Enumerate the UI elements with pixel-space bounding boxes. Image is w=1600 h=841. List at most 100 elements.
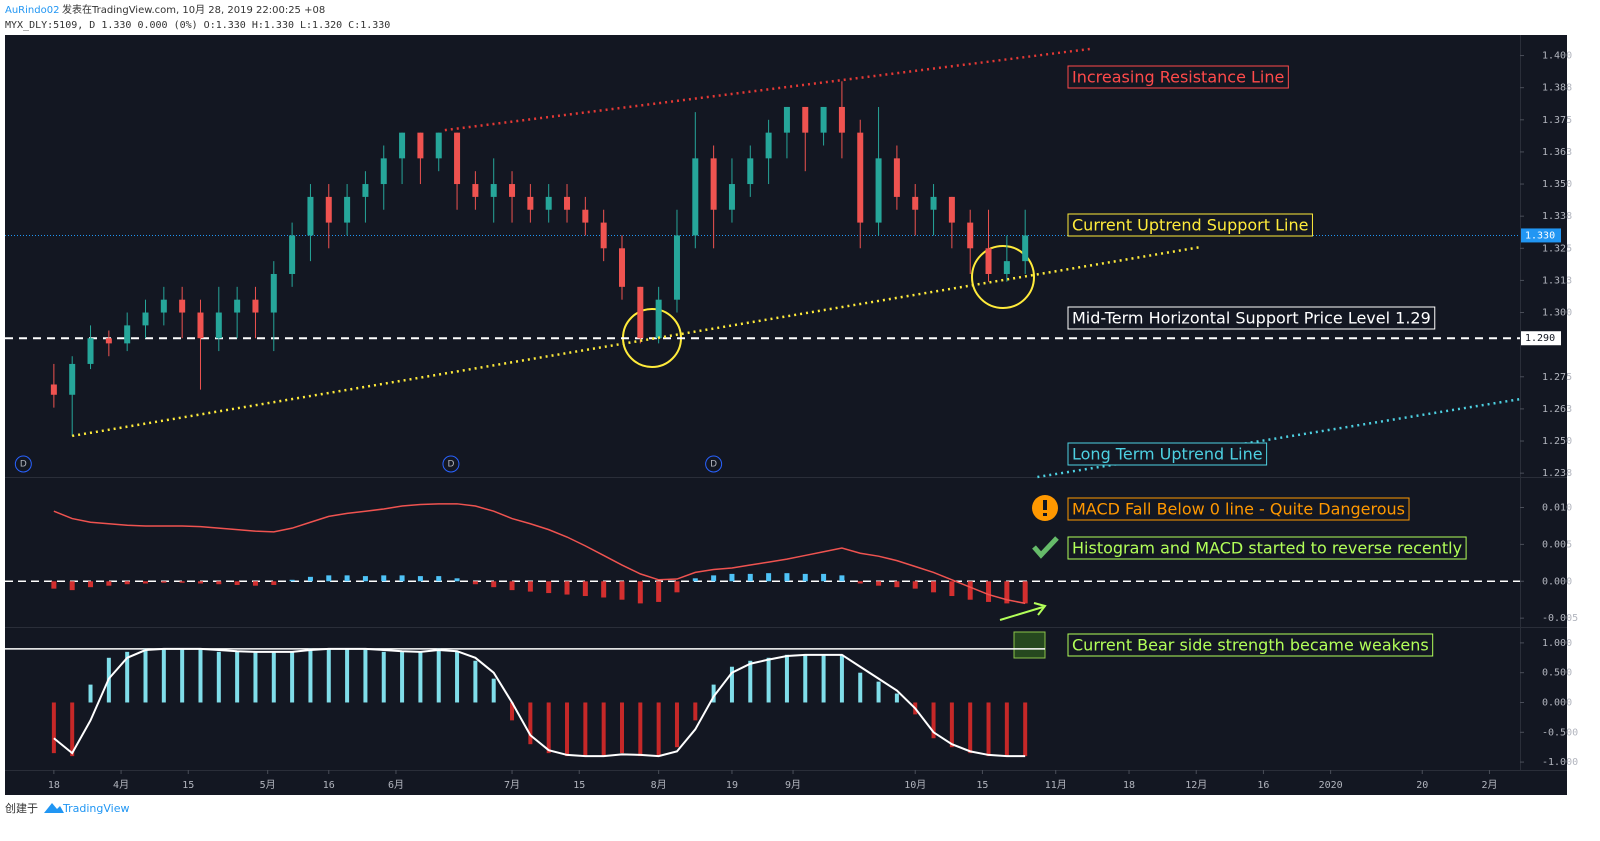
y-tick-label: 1.350 (1542, 179, 1572, 190)
price-badge-label: 1.290 (1525, 333, 1555, 344)
candle-body (1022, 235, 1029, 262)
candle-body (564, 196, 571, 210)
histogram-bar (472, 581, 478, 585)
histogram-bar (711, 684, 716, 703)
histogram-bar (417, 576, 423, 582)
x-tick-label: 18 (1123, 780, 1135, 791)
dividend-label: D (447, 460, 454, 470)
histogram-bar (784, 573, 790, 582)
candle-body (582, 209, 589, 223)
histogram-bar (344, 575, 350, 582)
candle-body (747, 158, 754, 185)
histogram-bar (674, 581, 680, 593)
symbol-line: MYX_DLY:5109, D 1.330 0.000 (0%) O:1.330… (5, 20, 390, 31)
histogram-bar (363, 648, 368, 703)
y-tick-label: 0.500 (1542, 668, 1572, 679)
histogram-bar (143, 648, 148, 703)
candle-body (325, 196, 332, 223)
candle-body (527, 196, 534, 210)
histogram-bar (161, 648, 166, 703)
histogram-bar (527, 581, 533, 592)
histogram-bar (1004, 702, 1009, 757)
histogram-bar (876, 581, 882, 586)
candle-body (454, 132, 461, 185)
candle-body (270, 273, 277, 313)
y-tick-label: 1.000 (1542, 638, 1572, 649)
histogram-bar (839, 654, 844, 703)
footer-brand: TradingView (62, 802, 129, 815)
annotation-text: Current Uptrend Support Line (1072, 216, 1308, 235)
histogram-bar (88, 684, 93, 703)
histogram-bar (234, 581, 240, 585)
histogram-bar (51, 702, 56, 754)
histogram-bar (693, 702, 698, 721)
x-tick-label: 15 (976, 780, 988, 791)
candle-body (252, 299, 259, 313)
histogram-bar (161, 581, 167, 583)
histogram-bar (381, 651, 386, 703)
candle-body (234, 299, 241, 313)
histogram-bar (949, 581, 955, 597)
y-tick-label: 1.388 (1542, 83, 1572, 94)
histogram-bar (326, 648, 331, 703)
warning-icon-bar (1043, 500, 1047, 510)
histogram-bar (88, 581, 94, 588)
candle-body (930, 196, 937, 210)
histogram-bar (894, 581, 900, 588)
histogram-bar (692, 578, 698, 582)
x-tick-label: 15 (573, 780, 585, 791)
histogram-bar (198, 648, 203, 703)
dividend-marker (14, 455, 32, 473)
histogram-bar (729, 573, 735, 582)
dividend-label: D (20, 460, 27, 470)
trendline (444, 47, 1093, 132)
y-tick-label: 1.363 (1542, 147, 1572, 158)
y-tick-label: 1.263 (1542, 404, 1572, 415)
histogram-bar (454, 578, 460, 582)
histogram-bar (473, 660, 478, 703)
histogram-bar (381, 575, 387, 582)
candle-body (380, 158, 387, 185)
candle-body (124, 325, 131, 344)
tradingview-logo (44, 803, 64, 813)
trendline (71, 245, 1203, 438)
candle-body (618, 248, 625, 287)
candle-body (344, 196, 351, 223)
histogram-bar (436, 648, 441, 703)
histogram-bar (747, 573, 753, 582)
histogram-bar (564, 581, 570, 595)
histogram-bar (729, 666, 734, 703)
x-tick-label: 4月 (113, 779, 129, 791)
histogram-bar (619, 702, 624, 754)
annotation-box (1067, 65, 1289, 89)
annotation-box (1067, 213, 1313, 237)
histogram-bar (510, 702, 515, 721)
y-tick-label: 1.400 (1542, 51, 1572, 62)
candle-body (710, 158, 717, 210)
y-tick-label: 0.005 (1542, 539, 1572, 550)
candle-body (838, 106, 845, 133)
y-tick-label: 1.250 (1542, 436, 1572, 447)
y-tick-label: 0.010 (1542, 503, 1572, 514)
annotation-text: Long Term Uptrend Line (1072, 445, 1263, 464)
indicator-line (53, 503, 1026, 605)
histogram-bar (766, 657, 771, 703)
x-tick-label: 2020 (1319, 780, 1343, 791)
x-tick-label: 12月 (1185, 779, 1207, 791)
x-tick-label: 9月 (785, 779, 801, 791)
candle-body (472, 184, 479, 197)
histogram-bar (674, 702, 679, 748)
candle-body (820, 106, 827, 133)
signal-box (1013, 631, 1046, 659)
candle-body (490, 184, 497, 197)
footer-created: 创建于 (5, 801, 38, 815)
histogram-bar (69, 581, 75, 591)
histogram-bar (125, 651, 130, 703)
candle-body (985, 248, 992, 274)
published: 发表在TradingView.com, 10月 28, 2019 22:00:2… (62, 3, 325, 16)
reversal-arrow-head (1033, 602, 1047, 616)
histogram-bar (235, 651, 240, 703)
candle-body (802, 106, 809, 133)
y-tick-label: 1.375 (1542, 115, 1572, 126)
histogram-bar (216, 581, 222, 585)
